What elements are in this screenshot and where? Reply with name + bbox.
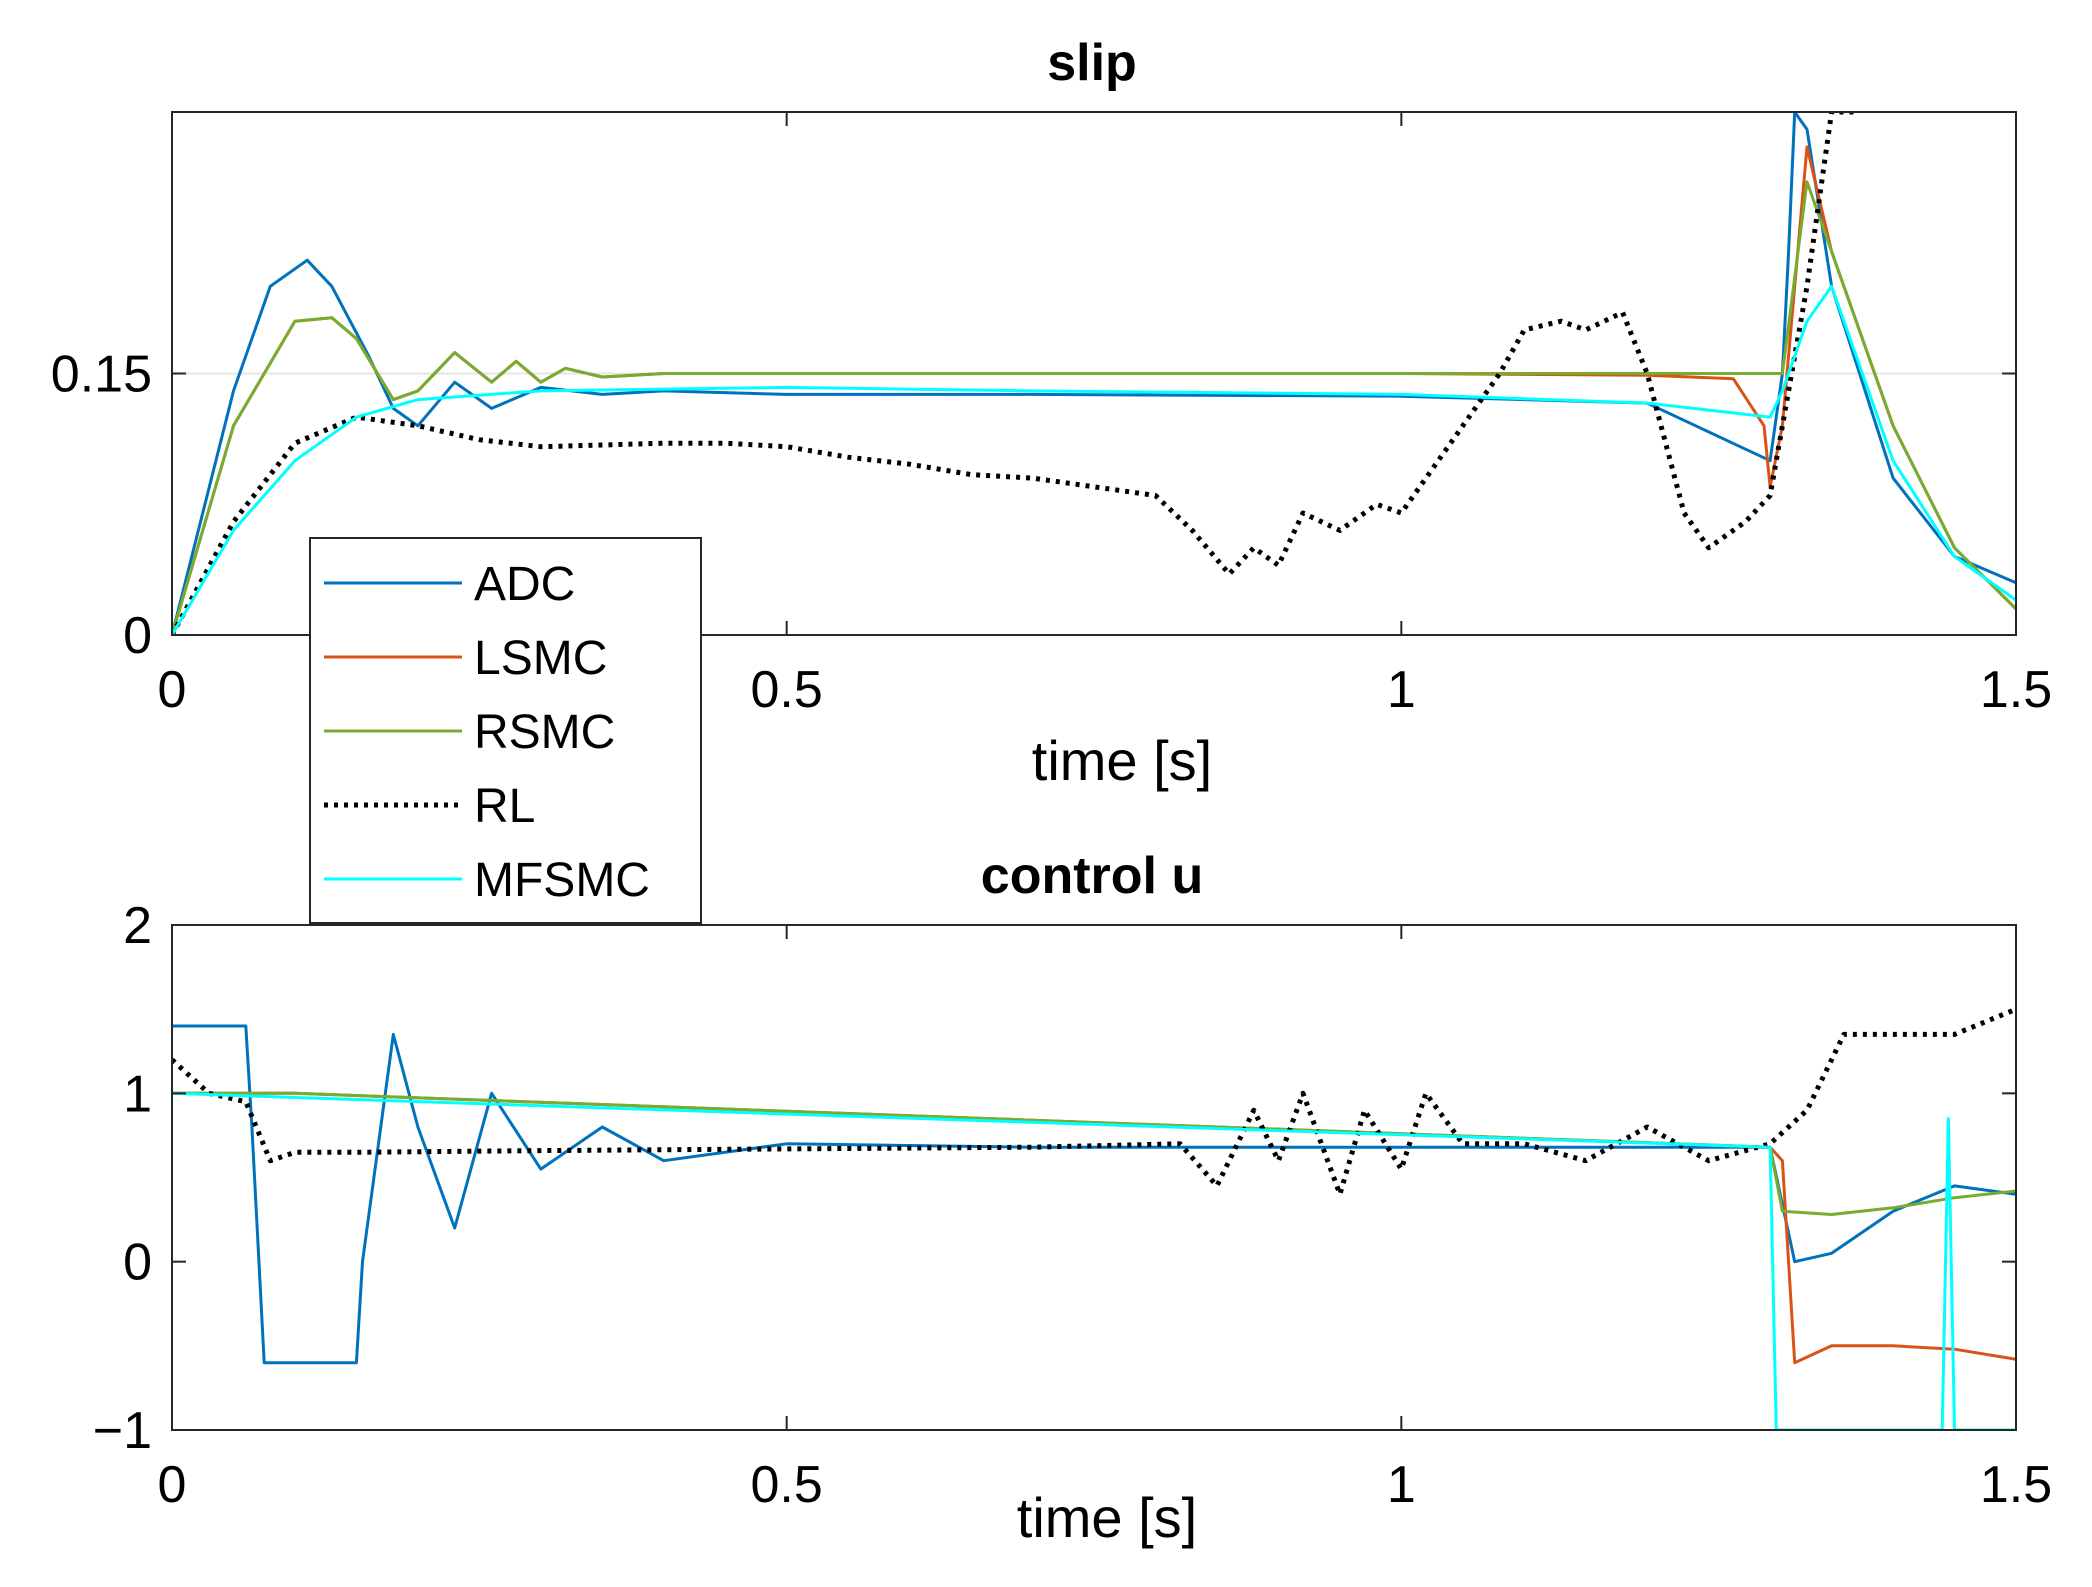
slip-xtick-label: 0.5 [751,661,823,719]
slip-series-mfsmc [172,284,2016,635]
slip-series-rsmc [172,180,2016,635]
control-u-title: control u [981,847,1203,905]
control-u-ytick-label: 2 [123,897,152,955]
legend: ADC LSMC RSMC RL MFSMC [309,537,702,924]
legend-label-mfsmc: MFSMC [474,854,650,907]
slip-series-adc [172,112,2016,635]
legend-label-rsmc: RSMC [474,706,615,759]
slip-series-rl [172,112,1857,635]
control-u-xtick-label: 1.5 [1980,1456,2052,1514]
control-u-xtick-label: 0.5 [751,1456,823,1514]
control-u-series-group [172,1006,2016,1430]
control-u-xtick-label: 0 [158,1456,187,1514]
slip-plot: slip 0 0.5 1 1.5 0 0.15 time [s] [51,34,2052,792]
legend-label-lsmc: LSMC [474,632,607,685]
slip-title: slip [1047,34,1137,92]
slip-series-group [172,112,2016,635]
slip-x-axis-label: time [s] [1032,729,1212,792]
slip-ticks: 0 0.5 1 1.5 0 0.15 [51,112,2052,719]
slip-xtick-label: 1 [1387,661,1416,719]
control-u-ytick-label: −1 [93,1402,152,1460]
control-u-ytick-label: 0 [123,1234,152,1292]
slip-ytick-label: 0.15 [51,346,152,404]
control-u-ytick-label: 1 [123,1065,152,1123]
slip-xtick-label: 1.5 [1980,661,2052,719]
control-u-axes-frame [171,924,2017,1431]
control-u-x-axis-label: time [s] [1017,1486,1197,1549]
legend-label-adc: ADC [474,558,575,611]
slip-xtick-label: 0 [158,661,187,719]
control-u-series-adc [172,1024,2016,1365]
control-u-xtick-label: 1 [1387,1456,1416,1514]
slip-ytick-label: 0 [123,607,152,665]
control-u-series-lsmc [172,1091,2016,1365]
control-u-series-rl [172,1006,2016,1197]
control-u-series-rsmc [172,1091,2016,1216]
control-u-series-mfsmc [172,1091,2016,1430]
legend-label-rl: RL [474,780,535,833]
